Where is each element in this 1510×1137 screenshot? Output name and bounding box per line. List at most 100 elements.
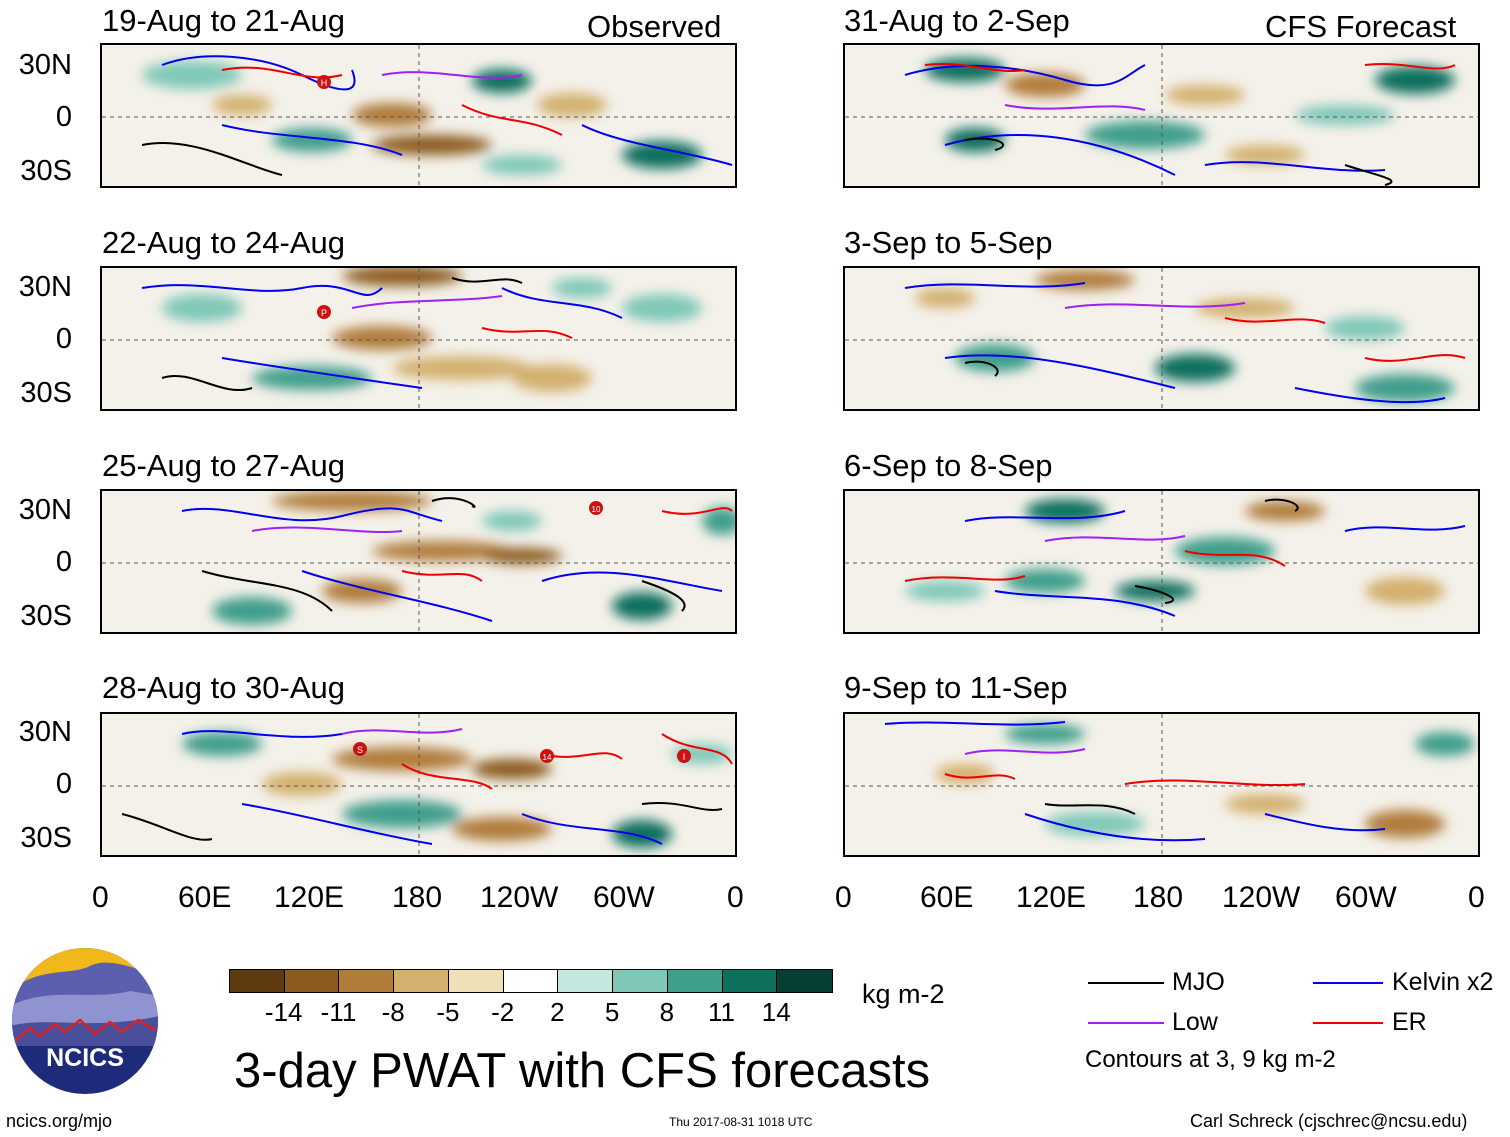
lat-label-30s: 30S (20, 155, 72, 187)
storm-marker-label: 14 (543, 753, 552, 762)
colorbar-segment (230, 970, 285, 992)
colorbar-segment (284, 970, 340, 992)
forecast-panel-title-2: 3-Sep to 5-Sep (844, 225, 1053, 260)
colorbar-segments (230, 970, 832, 992)
forecast-header: CFS Forecast (1265, 9, 1457, 44)
observed-panel-title-4: 28-Aug to 30-Aug (102, 670, 346, 705)
observed-panel-title-2: 22-Aug to 24-Aug (102, 225, 346, 260)
storm-marker: H (317, 75, 331, 89)
colorbar-tick-label: 14 (761, 997, 791, 1027)
colorbar-segment (339, 970, 395, 992)
lat-label-eq: 0 (55, 323, 72, 355)
legend-er-label: ER (1392, 1008, 1427, 1036)
map-observed-2: P (100, 266, 737, 411)
forecast-panel-title-4: 9-Sep to 11-Sep (844, 670, 1068, 705)
lat-label-30n: 30N (18, 271, 72, 303)
lon-label-0: 0 (92, 881, 109, 914)
lon-label-0: 0 (835, 881, 852, 914)
legend-low-label: Low (1172, 1008, 1218, 1036)
lon-label-60e: 60E (920, 881, 974, 914)
pwat-shading (935, 724, 1475, 838)
storm-marker: P (317, 305, 331, 319)
pwat-shading (212, 491, 735, 625)
map-forecast-2 (843, 266, 1480, 411)
map-observed-2-svg: P (102, 268, 735, 409)
lon-label-60e: 60E (178, 881, 232, 914)
main-title: 3-day PWAT with CFS forecasts (234, 1044, 931, 1098)
pwat-shading (162, 268, 702, 392)
lon-label-0-end: 0 (1468, 881, 1485, 914)
map-forecast-1-svg (845, 45, 1478, 186)
observed-panel-title-3: 25-Aug to 27-Aug (102, 448, 346, 483)
ncics-logo-graphic: NCICS (12, 948, 158, 1094)
legend-kelvin-label: Kelvin x2 (1392, 968, 1494, 996)
observed-panel-title-1: 19-Aug to 21-Aug (102, 3, 346, 38)
observed-header: Observed (587, 9, 722, 44)
legend-contour-note: Contours at 3, 9 kg m-2 (1085, 1046, 1336, 1073)
map-forecast-2-svg (845, 268, 1478, 409)
map-forecast-1 (843, 43, 1480, 188)
storm-marker-label: 10 (592, 505, 601, 514)
colorbar-segment (722, 970, 778, 992)
storm-marker: S (353, 742, 367, 756)
lat-label-30s: 30S (20, 377, 72, 409)
pwat-shading (905, 499, 1445, 605)
map-forecast-3 (843, 489, 1480, 634)
lat-label-30s: 30S (20, 822, 72, 854)
legend-kelvin-line (1313, 982, 1383, 984)
pwat-shading (182, 732, 732, 848)
storm-marker: 14 (540, 749, 554, 763)
colorbar-segment (394, 970, 449, 992)
map-forecast-4-svg (845, 714, 1478, 855)
map-forecast-3-svg (845, 491, 1478, 632)
lat-label-30n: 30N (18, 494, 72, 526)
storm-marker: I (677, 749, 691, 763)
pwat-shading (142, 61, 702, 175)
lon-label-180: 180 (1133, 881, 1184, 914)
colorbar-segment (667, 970, 723, 992)
map-observed-3-svg: 10 (102, 491, 735, 632)
lon-label-60w: 60W (593, 881, 655, 914)
pwat-shading (915, 270, 1455, 402)
ncics-logo-text: NCICS (46, 1044, 124, 1072)
storm-marker-label: I (683, 752, 686, 762)
footer-credit: Carl Schreck (cjschrec@ncsu.edu) (1190, 1111, 1468, 1131)
lat-label-30n: 30N (18, 49, 72, 81)
lon-label-120w: 120W (1222, 881, 1301, 914)
legend-low-line (1088, 1022, 1164, 1024)
map-observed-1-svg: H (102, 45, 735, 186)
pwat-shading (925, 58, 1455, 165)
forecast-panel-title-1: 31-Aug to 2-Sep (844, 3, 1070, 38)
colorbar-segment (448, 970, 504, 992)
colorbar-segment (503, 970, 559, 992)
lat-label-30n: 30N (18, 716, 72, 748)
map-forecast-4 (843, 712, 1480, 857)
legend-mjo-line (1088, 982, 1164, 984)
storm-marker-label: P (321, 308, 327, 318)
colorbar-tick-label: 8 (659, 997, 675, 1027)
legend-mjo-label: MJO (1172, 968, 1225, 996)
map-observed-1: H (100, 43, 737, 188)
colorbar (229, 969, 833, 993)
legend-er-line (1313, 1022, 1383, 1024)
colorbar-segment (613, 970, 668, 992)
colorbar-tick-label: 11 (708, 997, 736, 1027)
lon-label-60w: 60W (1335, 881, 1397, 914)
lat-label-eq: 0 (55, 101, 72, 133)
storm-marker-label: H (321, 78, 328, 88)
colorbar-segment (558, 970, 614, 992)
lat-label-30s: 30S (20, 600, 72, 632)
footer-url[interactable]: ncics.org/mjo (6, 1111, 113, 1131)
lon-label-180: 180 (392, 881, 443, 914)
colorbar-tick-label: -5 (436, 997, 460, 1027)
storm-marker: 10 (589, 501, 603, 515)
colorbar-tick-label: -8 (381, 997, 405, 1027)
colorbar-tick-label: 5 (604, 997, 620, 1027)
lon-label-0-end: 0 (727, 881, 744, 914)
colorbar-tick-label: 2 (550, 997, 565, 1027)
lon-label-120e: 120E (1016, 881, 1087, 914)
colorbar-tick-label: -11 (320, 997, 357, 1027)
colorbar-tick-label: -2 (491, 997, 515, 1027)
forecast-panel-title-3: 6-Sep to 8-Sep (844, 448, 1053, 483)
map-observed-3: 10 (100, 489, 737, 634)
